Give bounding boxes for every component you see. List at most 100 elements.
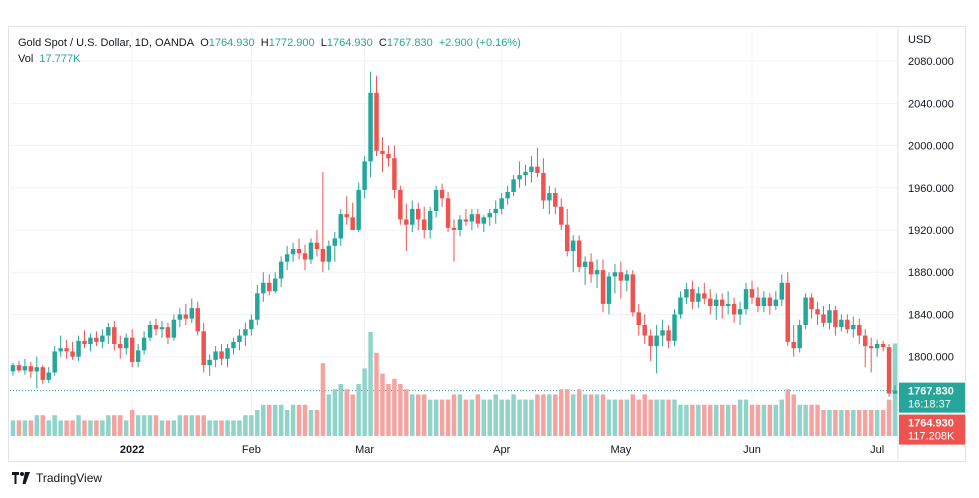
volume-bar: [165, 420, 171, 436]
volume-bar: [487, 399, 492, 436]
y-tick-label: 1840.000: [908, 309, 954, 321]
candle-body: [636, 312, 641, 325]
candle-body: [16, 365, 22, 371]
volume-bar: [797, 404, 802, 436]
volume-bar: [803, 404, 808, 436]
volume-bar: [654, 399, 659, 436]
volume-label: Vol: [18, 53, 34, 65]
volume-bar: [231, 420, 236, 436]
volume-bar: [749, 404, 755, 436]
volume-bar: [94, 420, 99, 436]
volume-bar: [320, 363, 326, 436]
candle-body: [249, 319, 254, 330]
candle-body: [225, 348, 230, 359]
volume-bar: [386, 384, 391, 436]
candle-body: [368, 92, 373, 162]
x-tick-label: Jul: [870, 444, 884, 456]
candle-body: [416, 208, 421, 220]
volume-bar: [785, 389, 790, 436]
candle-body: [815, 309, 820, 315]
candle-body: [827, 310, 832, 323]
currency-label: USD: [908, 34, 932, 46]
candle-body: [386, 154, 391, 159]
candle-body: [797, 325, 802, 349]
candle-body: [654, 335, 659, 347]
candle-body: [791, 341, 796, 349]
candle-body: [642, 325, 647, 336]
volume-bar: [743, 399, 749, 436]
candle-body: [231, 341, 236, 349]
symbol-title[interactable]: Gold Spot / U.S. Dollar, 1D, OANDA: [18, 37, 195, 49]
x-tick-label: Feb: [242, 444, 261, 456]
candle-body: [118, 344, 123, 349]
volume-bar: [570, 394, 576, 436]
volume-bar: [314, 410, 320, 436]
volume-bar: [308, 410, 314, 436]
candle-body: [350, 217, 355, 230]
volume-bar: [404, 389, 409, 436]
volume-bar: [177, 415, 183, 436]
volume-bar: [690, 404, 695, 436]
volume-bar: [660, 399, 665, 436]
candle-body: [547, 193, 552, 201]
x-tick-label: Mar: [355, 444, 374, 456]
candle-body: [28, 366, 34, 372]
grid-lines: [10, 30, 898, 436]
candle-body: [243, 329, 248, 336]
candle-body: [886, 347, 892, 394]
candles[interactable]: [10, 71, 898, 397]
volume-bar: [517, 399, 522, 436]
candle-body: [320, 249, 326, 262]
candle-body: [10, 365, 16, 372]
volume-bar: [773, 404, 779, 436]
volume-bar: [135, 415, 141, 436]
volume-bar: [588, 394, 594, 436]
volume-bar: [64, 420, 69, 436]
volume-bar: [147, 415, 153, 436]
volume-bar: [851, 410, 856, 436]
volume-bar: [725, 404, 731, 436]
volume-bar: [278, 404, 284, 436]
volume-bar: [845, 410, 850, 436]
price-marker-label: 1767.830: [908, 386, 954, 398]
candle-body: [499, 198, 504, 209]
candle-body: [523, 171, 528, 176]
candle-body: [773, 299, 779, 306]
volume-bar: [642, 394, 647, 436]
candle-body: [702, 293, 707, 299]
volume-bar: [290, 404, 296, 436]
candle-body: [34, 367, 40, 372]
candle-body: [362, 161, 367, 190]
volume-bar: [153, 415, 159, 436]
volume-bar: [296, 404, 302, 436]
volume-bar: [559, 389, 564, 436]
candle-body: [392, 158, 397, 190]
tradingview-logo[interactable]: TradingView: [12, 471, 102, 485]
candle-body: [290, 249, 296, 255]
volume-bar: [159, 420, 165, 436]
volume-bar: [439, 399, 445, 436]
volume-bar: [272, 404, 278, 436]
volume-bar: [713, 404, 719, 436]
volume-bar: [362, 368, 367, 436]
candle-body: [690, 289, 695, 302]
volume-bar: [475, 394, 481, 436]
candle-body: [88, 337, 93, 344]
high-label: H: [260, 37, 269, 49]
volume-bar: [827, 410, 832, 436]
volume-bar: [380, 373, 385, 436]
candle-body: [505, 192, 510, 199]
candle-body: [839, 319, 844, 328]
volume-bar: [612, 399, 618, 436]
volume-bar: [684, 404, 689, 436]
volume-bar: [576, 389, 582, 436]
candle-body: [594, 270, 600, 275]
candle-body: [618, 272, 624, 281]
candle-body: [469, 214, 475, 222]
volume-bar: [582, 394, 588, 436]
candle-body: [803, 297, 808, 325]
volume-bar: [106, 415, 111, 436]
volume-bar: [874, 410, 880, 436]
volume-bar: [70, 420, 75, 436]
